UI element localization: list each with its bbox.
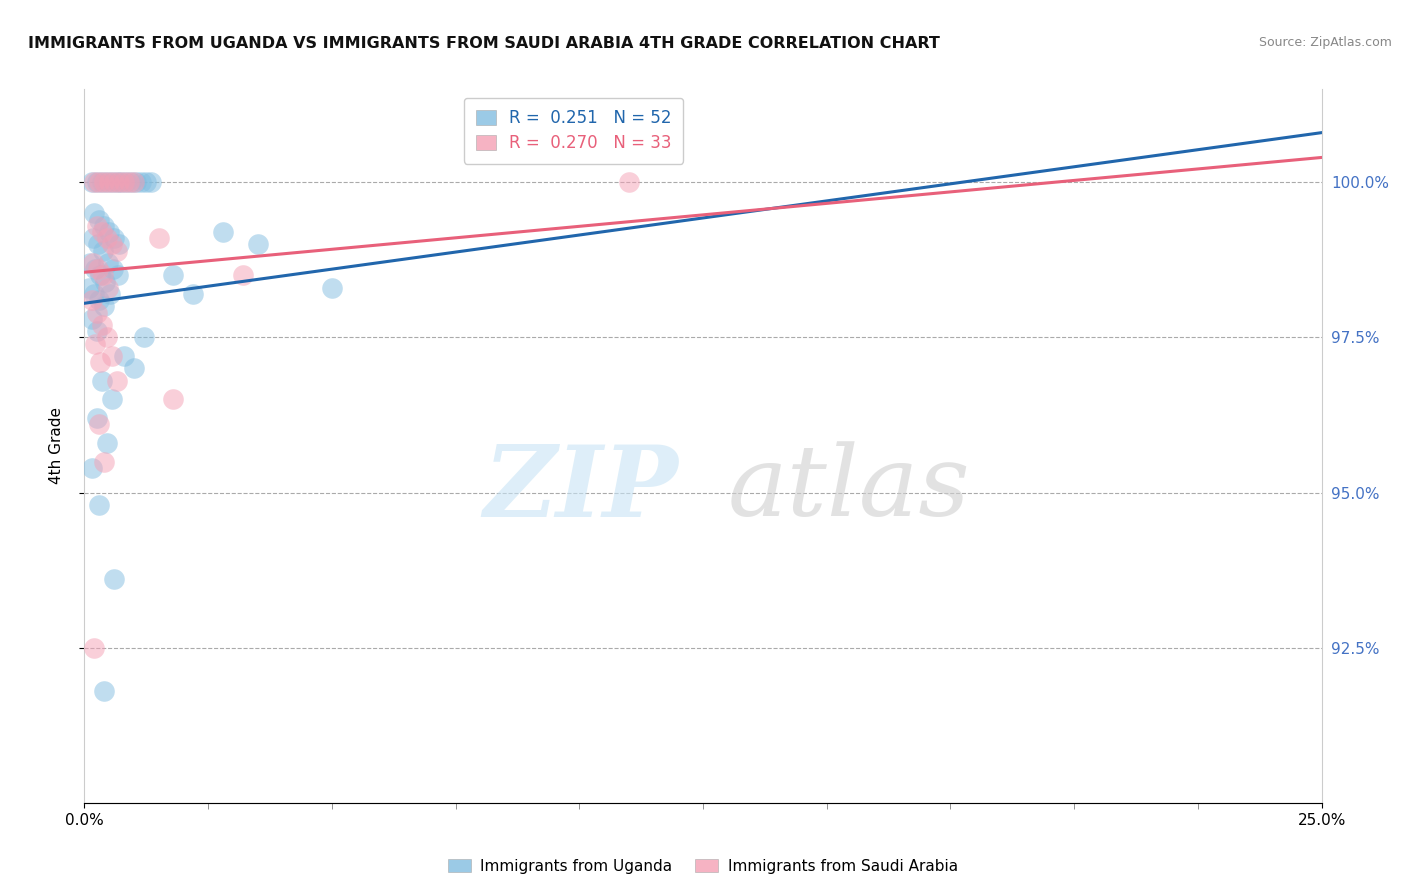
Point bbox=[94, 275, 117, 289]
Point bbox=[100, 349, 122, 363]
Point bbox=[86, 305, 108, 319]
Point bbox=[83, 640, 105, 655]
Point bbox=[105, 175, 128, 189]
Point bbox=[122, 175, 145, 189]
Text: Source: ZipAtlas.com: Source: ZipAtlas.com bbox=[1258, 36, 1392, 49]
Text: atlas: atlas bbox=[728, 442, 970, 536]
Point bbox=[98, 175, 121, 189]
Point bbox=[162, 268, 184, 283]
Point bbox=[162, 392, 184, 407]
Point bbox=[107, 268, 129, 283]
Point bbox=[93, 684, 115, 698]
Point bbox=[80, 311, 103, 326]
Point bbox=[93, 299, 115, 313]
Point bbox=[100, 392, 122, 407]
Point bbox=[84, 262, 107, 277]
Point bbox=[120, 175, 142, 189]
Point bbox=[82, 256, 104, 270]
Point bbox=[83, 206, 105, 220]
Point bbox=[122, 361, 145, 376]
Point bbox=[96, 436, 118, 450]
Point bbox=[129, 175, 152, 189]
Legend: Immigrants from Uganda, Immigrants from Saudi Arabia: Immigrants from Uganda, Immigrants from … bbox=[443, 853, 963, 880]
Point bbox=[83, 175, 105, 189]
Point bbox=[118, 175, 141, 189]
Point bbox=[110, 175, 132, 189]
Point bbox=[89, 212, 111, 227]
Point bbox=[98, 225, 121, 239]
Point bbox=[96, 175, 118, 189]
Point bbox=[135, 175, 157, 189]
Point bbox=[80, 293, 103, 308]
Point bbox=[89, 175, 111, 189]
Point bbox=[87, 262, 110, 277]
Point bbox=[80, 175, 103, 189]
Point bbox=[112, 349, 135, 363]
Point bbox=[84, 336, 107, 351]
Point bbox=[93, 454, 115, 468]
Point bbox=[103, 231, 125, 245]
Point bbox=[86, 324, 108, 338]
Point bbox=[108, 175, 131, 189]
Point bbox=[82, 231, 104, 245]
Point bbox=[86, 219, 108, 233]
Point bbox=[232, 268, 254, 283]
Point bbox=[100, 175, 122, 189]
Point bbox=[125, 175, 148, 189]
Point bbox=[89, 355, 111, 369]
Point bbox=[105, 374, 128, 388]
Point bbox=[89, 417, 111, 432]
Point bbox=[97, 256, 120, 270]
Text: IMMIGRANTS FROM UGANDA VS IMMIGRANTS FROM SAUDI ARABIA 4TH GRADE CORRELATION CHA: IMMIGRANTS FROM UGANDA VS IMMIGRANTS FRO… bbox=[28, 36, 941, 51]
Text: ZIP: ZIP bbox=[484, 441, 678, 537]
Point bbox=[80, 460, 103, 475]
Point bbox=[96, 330, 118, 344]
Point bbox=[97, 281, 120, 295]
Point bbox=[86, 175, 108, 189]
Point bbox=[246, 237, 269, 252]
Point bbox=[89, 268, 111, 283]
Point bbox=[90, 175, 112, 189]
Point bbox=[141, 175, 163, 189]
Point bbox=[212, 225, 235, 239]
Point bbox=[90, 318, 112, 332]
Point bbox=[89, 498, 111, 512]
Point bbox=[93, 175, 115, 189]
Point bbox=[321, 281, 343, 295]
Point bbox=[79, 281, 101, 295]
Point bbox=[79, 256, 101, 270]
Point bbox=[115, 175, 138, 189]
Point bbox=[96, 231, 118, 245]
Point bbox=[91, 244, 114, 258]
Point bbox=[101, 262, 124, 277]
Point bbox=[91, 268, 114, 283]
Point bbox=[103, 175, 125, 189]
Point bbox=[100, 237, 122, 252]
Y-axis label: 4th Grade: 4th Grade bbox=[49, 408, 63, 484]
Point bbox=[93, 219, 115, 233]
Point bbox=[617, 175, 640, 189]
Point bbox=[148, 231, 170, 245]
Point bbox=[181, 287, 204, 301]
Point bbox=[90, 225, 112, 239]
Point bbox=[112, 175, 135, 189]
Legend: R =  0.251   N = 52, R =  0.270   N = 33: R = 0.251 N = 52, R = 0.270 N = 33 bbox=[464, 97, 683, 163]
Point bbox=[90, 374, 112, 388]
Point bbox=[83, 287, 105, 301]
Point bbox=[108, 237, 131, 252]
Point bbox=[89, 293, 111, 308]
Point bbox=[105, 244, 128, 258]
Point bbox=[132, 330, 155, 344]
Point bbox=[103, 573, 125, 587]
Point bbox=[87, 237, 110, 252]
Point bbox=[98, 287, 121, 301]
Point bbox=[86, 411, 108, 425]
